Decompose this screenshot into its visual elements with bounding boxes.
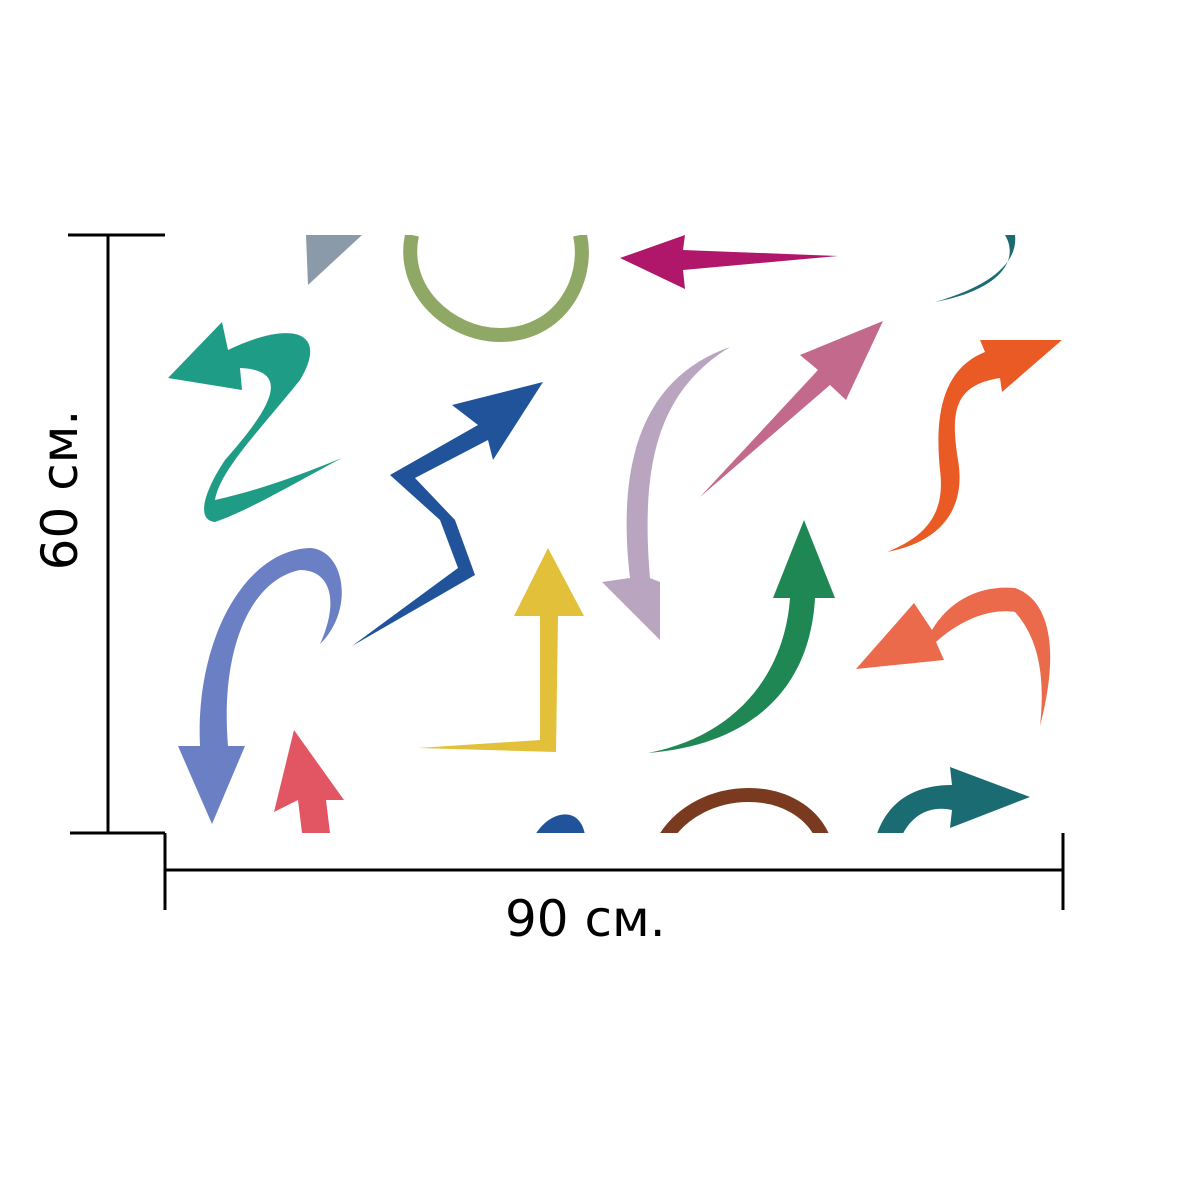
red-arrow (274, 730, 344, 833)
arrow-pattern (168, 235, 1062, 833)
dimension-lines (68, 233, 1065, 910)
teal-curve-fragment (935, 235, 1016, 302)
brown-arc (660, 788, 829, 833)
purple-curved-arrow (178, 548, 342, 824)
green-curved-arrow (648, 520, 835, 753)
pink-straight-arrow (700, 321, 883, 497)
gray-triangle-fragment (306, 235, 362, 285)
blue-zigzag-arrow (352, 382, 543, 646)
teal-zigzag-arrow (168, 322, 342, 522)
pastel-curved-arrow (602, 347, 730, 640)
magenta-arrow (620, 235, 838, 289)
olive-ring (403, 235, 589, 343)
yellow-corner-arrow (418, 548, 584, 752)
blue-arc-fragment (536, 814, 585, 833)
coral-curved-arrow (856, 587, 1051, 726)
width-label: 90 см. (505, 890, 666, 948)
height-label: 60 см. (31, 409, 89, 571)
orange-curved-arrow (887, 340, 1062, 552)
dark-teal-arrow (877, 767, 1030, 833)
